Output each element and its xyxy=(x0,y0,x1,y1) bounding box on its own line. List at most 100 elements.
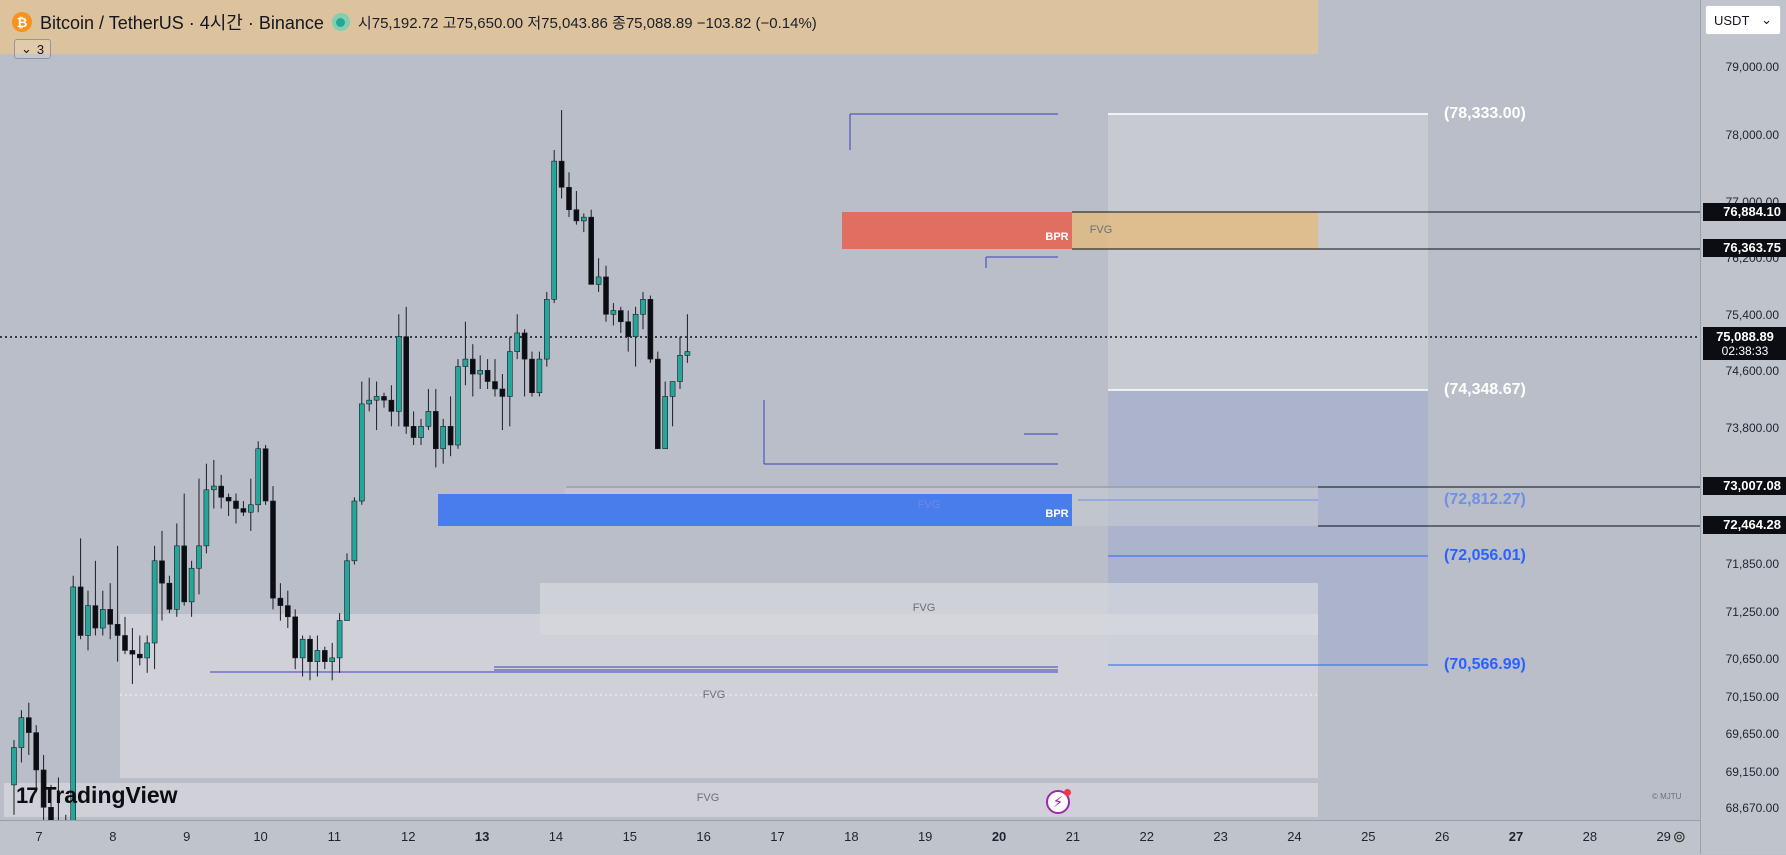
symbol-row: ₿ Bitcoin / TetherUS · 4시간 · Binance 시75… xyxy=(12,9,817,35)
candle-up xyxy=(329,657,336,662)
candle-up xyxy=(100,609,106,629)
current-price-tag: 75,088.89 02:38:33 xyxy=(1703,327,1786,360)
candle-up xyxy=(196,545,202,569)
time-tick-label: 23 xyxy=(1213,829,1228,844)
zone-layer xyxy=(4,113,1428,817)
candle-down xyxy=(129,650,136,655)
candle-down xyxy=(218,485,224,498)
bpr-zone-red xyxy=(842,212,1072,249)
candle-up xyxy=(70,586,76,820)
price-level-tag: 73,007.08 xyxy=(1703,477,1786,495)
fvg-zone-mid xyxy=(540,583,1318,635)
price-tick-label: 70,150.00 xyxy=(1725,690,1779,704)
level-label: (74,348.67) xyxy=(1444,381,1526,398)
candle-up xyxy=(358,403,365,502)
candle-down xyxy=(484,370,491,382)
candle-down xyxy=(321,650,328,662)
candle-up xyxy=(551,160,558,300)
indicators-collapse-button[interactable]: ⌄ 3 xyxy=(14,39,52,59)
candle-up xyxy=(366,399,373,405)
level-label: (78,333.00) xyxy=(1444,105,1526,122)
notification-dot-icon xyxy=(1064,789,1071,796)
currency-select[interactable]: USDT ⌄ xyxy=(1705,5,1781,35)
bpr-zone-blue xyxy=(438,494,1072,526)
candle-down xyxy=(521,332,528,360)
chart-canvas[interactable]: ₿ Bitcoin / TetherUS · 4시간 · Binance 시75… xyxy=(0,0,1700,820)
indicator-count: 3 xyxy=(36,41,45,57)
time-tick-label: 17 xyxy=(770,829,785,844)
time-tick-label: 10 xyxy=(253,829,268,844)
time-tick-label: 8 xyxy=(109,829,117,844)
fvg-label: FVG xyxy=(917,499,941,511)
candle-down xyxy=(410,426,417,438)
chart-settings-icon[interactable]: ⊚ xyxy=(1672,829,1686,846)
candle-down xyxy=(122,635,128,651)
price-tick-label: 74,600.00 xyxy=(1725,364,1779,378)
bar-countdown: 02:38:33 xyxy=(1721,344,1769,358)
time-tick-label: 13 xyxy=(474,829,490,844)
candle-up xyxy=(395,336,402,412)
bpr-label: BPR xyxy=(1045,231,1069,243)
candle-up xyxy=(203,489,210,547)
symbol-header-bar: ₿ Bitcoin / TetherUS · 4시간 · Binance 시75… xyxy=(0,0,1318,59)
candle-up xyxy=(595,276,602,285)
candle-up xyxy=(610,310,617,315)
level-label: (72,812.27) xyxy=(1444,491,1526,508)
time-tick-label: 24 xyxy=(1287,829,1302,844)
price-tick-label: 69,150.00 xyxy=(1725,765,1779,779)
tradingview-mark-icon: 17 xyxy=(16,782,39,808)
candle-up xyxy=(514,332,521,352)
time-tick-label: 12 xyxy=(401,829,416,844)
candle-down xyxy=(225,496,232,502)
candle-up xyxy=(669,381,676,397)
time-tick-label: 26 xyxy=(1434,829,1450,844)
candle-up xyxy=(18,717,25,748)
candle-down xyxy=(573,209,580,222)
time-tick-label: 18 xyxy=(844,829,859,844)
price-tick-label: 75,400.00 xyxy=(1725,308,1779,322)
lightning-icon[interactable]: ⚡ xyxy=(1046,789,1071,814)
market-status-icon[interactable] xyxy=(331,13,350,31)
candle-up xyxy=(255,448,261,506)
candle-up xyxy=(351,500,358,562)
candle-down xyxy=(40,769,47,808)
level-lines-layer xyxy=(0,113,1700,696)
candle-down xyxy=(529,358,535,394)
time-tick-label: 7 xyxy=(35,829,43,844)
candle-up xyxy=(336,620,343,659)
candle-up xyxy=(11,747,17,786)
price-chart[interactable] xyxy=(0,0,1700,820)
candle-down xyxy=(181,545,187,603)
candle-up xyxy=(632,313,639,337)
time-tick-label: 21 xyxy=(1065,829,1081,844)
price-axis[interactable]: USDT ⌄ 79,000.00 78,000.00 77,000.00 76,200… xyxy=(1700,0,1786,854)
time-tick-label: 14 xyxy=(548,829,564,844)
candle-up xyxy=(684,351,691,356)
candle-up xyxy=(662,396,669,450)
time-axis[interactable]: 7 8 9 10 11 12 13 14 15 16 17 18 19 20 21 22 23 24 25 26 27 2… xyxy=(0,820,1700,855)
candle-down xyxy=(292,616,299,659)
currency-select-value: USDT xyxy=(1714,12,1750,28)
candle-down xyxy=(92,605,99,629)
candle-up xyxy=(477,370,484,375)
tradingview-logo[interactable]: 17 TradingView xyxy=(16,782,178,809)
fvg-label: FVG xyxy=(696,792,720,804)
candle-down xyxy=(381,396,387,401)
candle-down xyxy=(240,508,247,513)
candle-up xyxy=(580,216,587,222)
fvg-label: FVG xyxy=(912,602,936,614)
candle-down xyxy=(307,638,313,662)
candle-down xyxy=(492,381,498,390)
candle-down xyxy=(114,623,121,636)
candle-up xyxy=(144,642,150,659)
time-tick-label: 20 xyxy=(991,829,1007,844)
candle-down xyxy=(107,609,113,625)
fvg-label: FVG xyxy=(1089,224,1113,236)
candle-down xyxy=(625,321,632,337)
time-tick-label: 15 xyxy=(622,829,638,844)
time-tick-label: 16 xyxy=(696,829,711,844)
candle-up xyxy=(211,485,217,491)
symbol-title[interactable]: Bitcoin / TetherUS · 4시간 · Binance xyxy=(40,13,324,33)
candle-up xyxy=(344,560,350,621)
chevron-down-icon: ⌄ xyxy=(1761,12,1772,27)
